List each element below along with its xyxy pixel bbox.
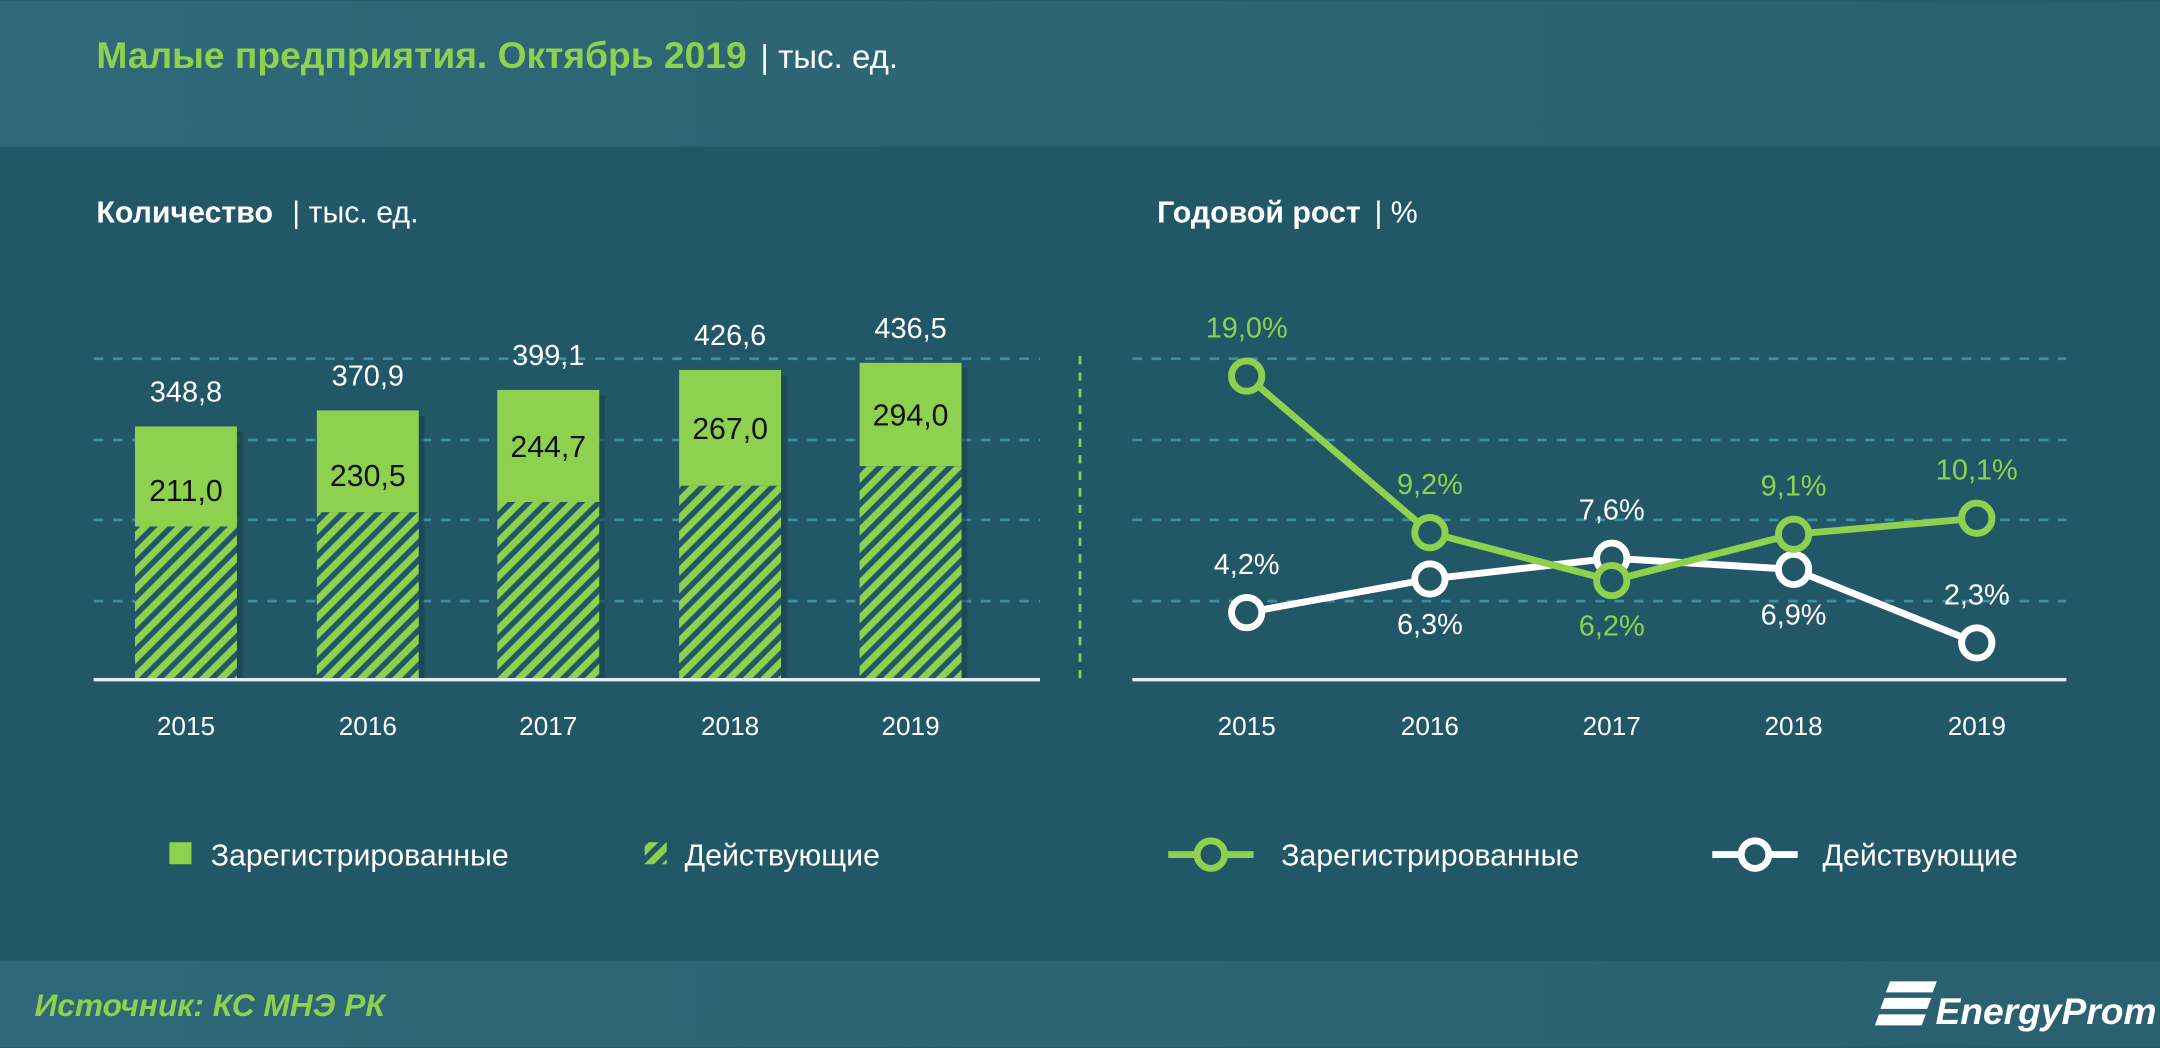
logo-mark-icon	[1874, 981, 1937, 1026]
bar-active	[859, 466, 962, 680]
line-legend: Зарегистрированные Действующие	[1168, 837, 2018, 873]
x-tick-label: 2015	[157, 711, 215, 741]
bar-total-label: 426,6	[694, 320, 766, 352]
growth-label-registered: 10,1%	[1936, 455, 2018, 487]
header-band	[0, 0, 2160, 147]
legend-label-active: Действующие	[685, 840, 880, 873]
x-tick-label: 2019	[1948, 711, 2006, 741]
growth-label-active: 6,9%	[1761, 600, 1827, 632]
bar-chart-title: Количество | тыс. ед.	[96, 196, 418, 229]
title-unit: | тыс. ед.	[760, 39, 898, 76]
marker-active	[1411, 560, 1449, 598]
marker-registered	[1228, 357, 1266, 395]
marker-active	[1228, 593, 1266, 632]
bar-total-label: 370,9	[332, 361, 404, 393]
bar-chart: Количество | тыс. ед. 348,8 211,0 2015 370,9…	[93, 196, 1041, 741]
line-chart-unit: | %	[1375, 196, 1418, 229]
bar-total-label: 348,8	[150, 377, 222, 409]
bar-active	[135, 526, 237, 680]
growth-label-registered: 9,1%	[1761, 471, 1827, 503]
bar-active-label: 294,0	[873, 400, 949, 433]
bar-total-label: 399,1	[512, 340, 584, 372]
marker-registered	[1958, 499, 1996, 537]
x-tick-label: 2016	[1401, 711, 1459, 741]
marker-registered	[1411, 514, 1449, 552]
legend-swatch-active	[644, 842, 667, 865]
x-tick-label: 2015	[1218, 711, 1276, 741]
legend-marker-active	[1737, 837, 1773, 872]
bar-registered	[859, 362, 962, 467]
bar-total-label: 436,5	[874, 313, 946, 345]
line-chart: Годовой рост | % 2015 2016 2017 2018 2019 4,2%…	[1132, 196, 2067, 741]
energyprom-logo: EnergyProm	[1874, 981, 2157, 1032]
bar-active	[497, 502, 600, 680]
legend-marker-registered	[1193, 837, 1229, 872]
page-title: Малые предприятия. Октябрь 2019 | тыс. ед…	[96, 34, 898, 76]
x-tick-label: 2018	[1764, 711, 1822, 741]
bar-registered	[679, 369, 782, 486]
bar-chart-title-text: Количество	[96, 196, 273, 229]
growth-label-active: 4,2%	[1214, 549, 1280, 581]
x-tick-label: 2016	[339, 711, 397, 741]
title-text: Малые предприятия. Октябрь 2019	[96, 34, 746, 76]
bar-active-label: 267,0	[692, 413, 768, 446]
x-tick-label: 2019	[881, 711, 939, 741]
bar-active-label: 230,5	[330, 460, 406, 493]
bar-active-label: 211,0	[149, 475, 223, 508]
growth-label-registered: 19,0%	[1206, 312, 1288, 344]
x-tick-label: 2017	[1583, 711, 1641, 741]
growth-label-registered: 9,2%	[1397, 469, 1463, 501]
marker-active	[1958, 624, 1996, 662]
growth-label-registered: 6,2%	[1579, 611, 1645, 643]
growth-label-active: 2,3%	[1944, 579, 2010, 611]
x-tick-label: 2017	[519, 711, 577, 741]
bar-legend: Зарегистрированные Действующие	[169, 840, 880, 873]
growth-label-active: 6,3%	[1397, 609, 1463, 641]
bar-registered	[135, 426, 237, 527]
legend-label-active-growth: Действующие	[1823, 840, 2018, 873]
marker-registered	[1774, 515, 1813, 553]
footer-band	[0, 960, 2160, 1048]
legend-swatch-registered	[169, 842, 192, 865]
bar-registered	[497, 389, 600, 503]
source-note: Источник: КС МНЭ РК	[34, 987, 387, 1023]
line-chart-title: Годовой рост | %	[1157, 196, 1418, 229]
bar-active-label: 244,7	[510, 431, 586, 464]
marker-registered	[1593, 561, 1631, 600]
logo-text: EnergyProm	[1935, 990, 2156, 1032]
bar-chart-unit: | тыс. ед.	[292, 196, 418, 229]
legend-label-registered: Зарегистрированные	[211, 840, 509, 873]
bar-active	[316, 512, 419, 680]
marker-active	[1774, 550, 1813, 589]
legend-label-registered-growth: Зарегистрированные	[1281, 840, 1579, 873]
x-tick-label: 2018	[701, 711, 759, 741]
line-chart-title-text: Годовой рост	[1157, 196, 1361, 229]
growth-label-active: 7,6%	[1579, 495, 1645, 527]
bar-registered	[316, 410, 419, 513]
bar-active	[679, 485, 782, 680]
